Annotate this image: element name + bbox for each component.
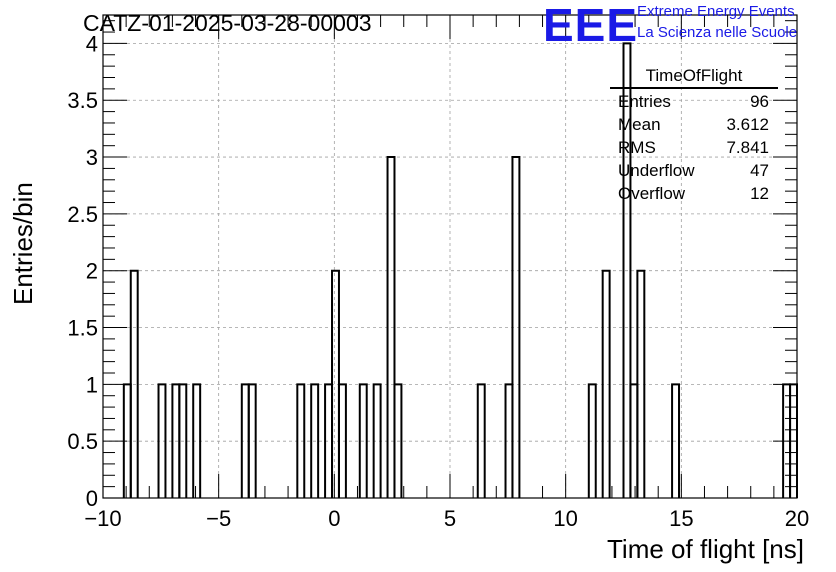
stats-row-underflow: Underflow 47 [610,160,778,183]
histogram-bar [178,383,188,498]
stats-label: Mean [618,115,661,134]
histogram-bar [393,383,403,498]
y-tick-label: 0 [86,486,98,511]
histogram-bar [386,156,396,498]
stats-row-overflow: Overflow 12 [610,183,778,206]
x-tick-label: 0 [328,506,340,531]
x-tick-label: 10 [553,506,577,531]
histogram-bar [587,383,597,498]
stats-label: Underflow [618,161,695,180]
stats-label: RMS [618,138,656,157]
y-tick-label: 1.5 [67,316,98,341]
histogram-bar [192,383,202,498]
stats-row-rms: RMS 7.841 [610,137,778,160]
histogram-bar [671,383,681,498]
grid-lines [103,15,797,498]
y-axis-title: Entries/bin [8,182,38,305]
histogram-bar [358,383,368,498]
histogram-bar [622,42,632,498]
stats-label: Entries [618,92,671,111]
stats-value: 12 [750,184,769,203]
histogram-bar [636,269,646,498]
stats-value: 96 [750,92,769,111]
eee-logo-line2: La Scienza nelle Scuole [637,24,798,41]
histogram-bar [310,383,320,498]
stats-box: TimeOfFlight Entries 96 Mean 3.612 RMS 7… [610,66,778,206]
histogram-bar [601,269,611,498]
stats-value: 7.841 [726,138,769,157]
plot-frame [102,14,798,499]
y-tick-label: 3.5 [67,88,98,113]
y-tick-label: 1 [86,372,98,397]
histogram-bar [511,156,521,498]
run-title: CATZ-01-2025-03-28-00003 [83,10,372,36]
y-tick-label: 0.5 [67,429,98,454]
stats-value: 3.612 [726,115,769,134]
histogram-bar [296,383,306,498]
x-tick-label: 5 [444,506,456,531]
x-tick-label: −10 [84,506,121,531]
histogram-bar [247,383,257,498]
histogram-bar [129,269,139,498]
eee-logo: EEE [543,0,639,51]
tick-labels: −10 −5 0 5 10 15 20 0 0.5 1 1.5 2 2.5 3 3.5 4 [67,31,809,531]
y-tick-label: 2.5 [67,202,98,227]
stats-row-mean: Mean 3.612 [610,114,778,137]
histogram-bar [476,383,486,498]
stats-box-name: TimeOfFlight [610,66,778,89]
histogram-bar [372,383,382,498]
stats-value: 47 [750,161,769,180]
y-tick-label: 4 [86,31,98,56]
eee-logo-line1: Extreme Energy Events [637,3,795,20]
y-tick-label: 2 [86,259,98,284]
x-tick-label: 15 [669,506,693,531]
y-tick-label: 3 [86,145,98,170]
x-tick-label: 20 [785,506,809,531]
histogram-bar [337,383,347,498]
histogram-bar [157,383,167,498]
x-axis-title: Time of flight [ns] [607,534,804,564]
stats-row-entries: Entries 96 [610,91,778,114]
stats-label: Overflow [618,184,686,203]
x-tick-label: −5 [206,506,231,531]
